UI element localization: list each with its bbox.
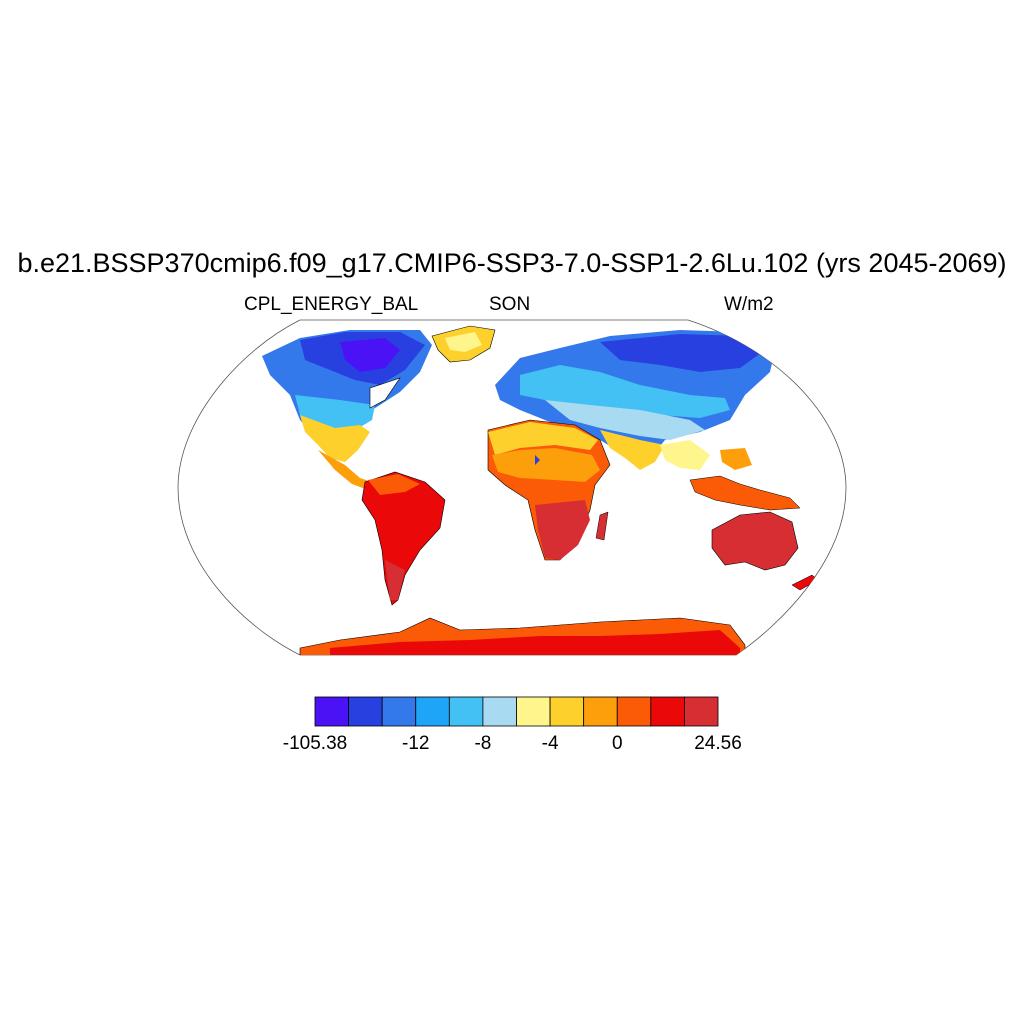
season-label: SON — [489, 294, 531, 315]
colorbar-tick-label: 0 — [611, 733, 623, 754]
africa — [487, 419, 611, 561]
variable-label: CPL_ENERGY_BAL — [244, 294, 419, 315]
north-america — [262, 330, 432, 490]
colorbar-swatch — [381, 696, 417, 727]
colorbar-swatch — [482, 696, 517, 727]
colorbar — [314, 696, 719, 727]
colorbar-tick-label: -12 — [402, 733, 430, 754]
south-america — [361, 471, 446, 606]
colorbar-tick-label: -4 — [541, 733, 559, 754]
colorbar-tick-label: -105.38 — [282, 733, 348, 754]
australia — [711, 511, 799, 571]
colorbar-swatch — [616, 696, 652, 727]
colorbar-swatch — [684, 696, 719, 727]
colorbar-swatch — [448, 696, 484, 727]
colorbar-swatch — [549, 696, 585, 727]
antarctica — [299, 617, 746, 655]
colorbar-swatch — [348, 696, 383, 727]
colorbar-swatch — [583, 696, 618, 727]
greenland — [431, 325, 496, 363]
colorbar-swatch — [415, 696, 450, 727]
map-title: b.e21.BSSP370cmip6.f09_g17.CMIP6-SSP3-7.… — [17, 248, 1007, 278]
madagascar — [595, 511, 609, 541]
colorbar-tick-label: -8 — [474, 733, 492, 754]
colorbar-swatch — [314, 696, 349, 727]
southeast-asia — [689, 448, 801, 511]
colorbar-swatch — [650, 696, 685, 727]
colorbar-tick-label: 24.56 — [694, 733, 742, 754]
units-label: W/m2 — [724, 294, 774, 315]
colorbar-swatch — [516, 696, 551, 727]
